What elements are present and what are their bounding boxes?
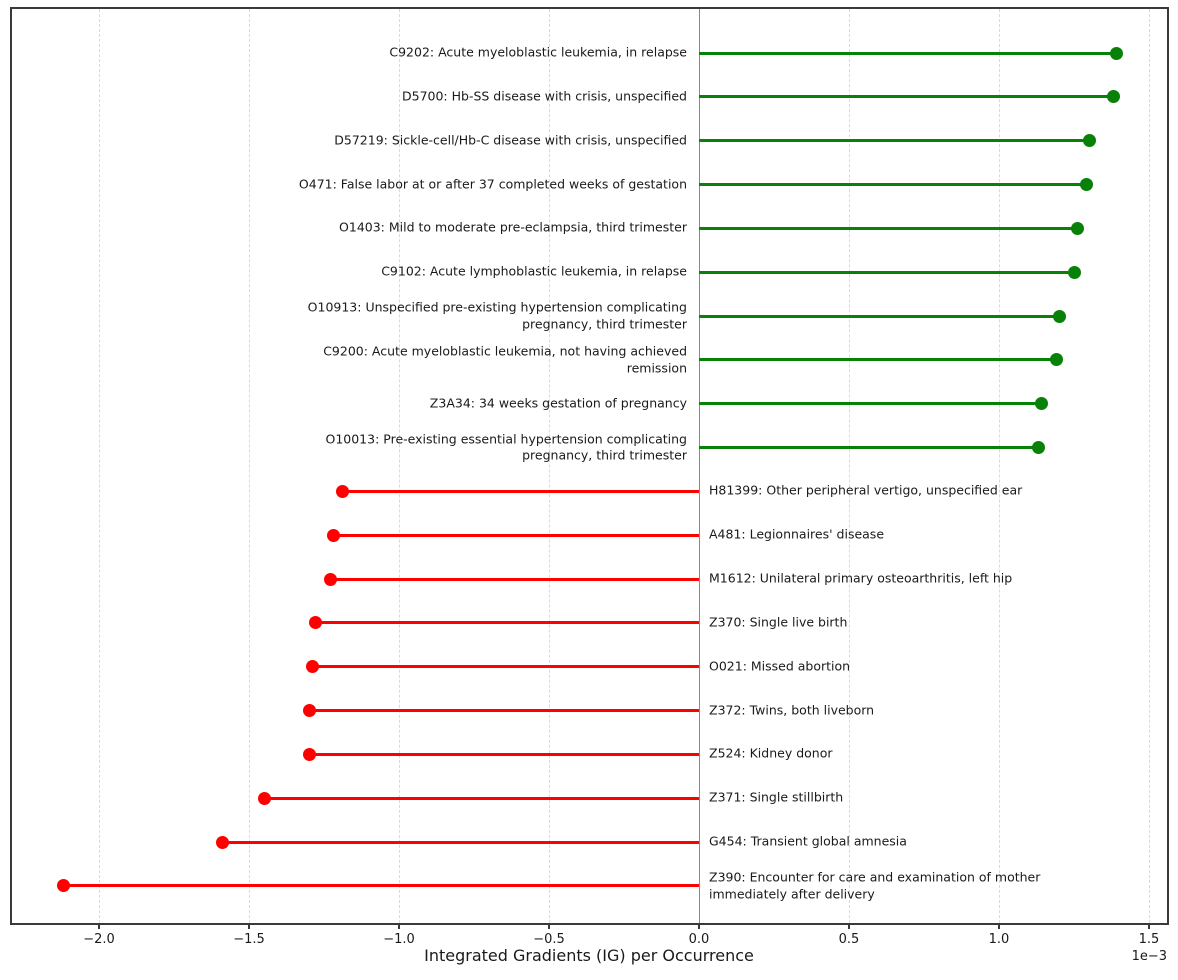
x-tick xyxy=(98,923,100,929)
zero-line xyxy=(699,9,700,923)
gridline xyxy=(999,9,1000,923)
data-point-marker xyxy=(1082,134,1096,148)
data-point-marker xyxy=(1031,441,1045,455)
item-label: G454: Transient global amnesia xyxy=(709,833,907,849)
stem xyxy=(699,95,1113,99)
data-point-marker xyxy=(305,660,319,674)
stem xyxy=(699,314,1059,318)
stem xyxy=(699,226,1077,230)
item-label: C9200: Acute myeloblastic leukemia, not … xyxy=(323,343,687,375)
data-point-marker xyxy=(1034,397,1048,411)
data-point-marker xyxy=(302,704,316,718)
stem xyxy=(699,270,1074,274)
stem xyxy=(264,796,699,800)
data-point-marker xyxy=(1070,221,1084,235)
x-tick xyxy=(698,923,700,929)
item-label: O1403: Mild to moderate pre-eclampsia, t… xyxy=(339,219,687,235)
stem xyxy=(699,51,1116,55)
item-label: Z371: Single stillbirth xyxy=(709,789,844,805)
item-label: Z372: Twins, both liveborn xyxy=(709,702,875,718)
item-label: O021: Missed abortion xyxy=(709,658,851,674)
stem xyxy=(63,884,699,888)
x-tick xyxy=(548,923,550,929)
stem xyxy=(342,489,699,493)
item-label: Z524: Kidney donor xyxy=(709,746,833,762)
data-point-marker xyxy=(326,528,340,542)
x-tick-label: 1.0 xyxy=(988,932,1010,947)
data-point-marker xyxy=(1067,265,1081,279)
item-label: M1612: Unilateral primary osteoarthritis… xyxy=(709,570,1013,586)
x-tick-label: 0.5 xyxy=(838,932,860,947)
data-point-marker xyxy=(257,791,271,805)
data-point-marker xyxy=(1109,46,1123,60)
x-tick-label: −1.5 xyxy=(233,932,265,947)
gridline xyxy=(249,9,250,923)
stem xyxy=(699,139,1089,143)
x-tick xyxy=(848,923,850,929)
item-label: O10013: Pre-existing essential hypertens… xyxy=(325,430,687,463)
item-label: C9202: Acute myeloblastic leukemia, in r… xyxy=(389,44,687,60)
item-label: D57219: Sickle-cell/Hb-C disease with cr… xyxy=(334,132,687,148)
stem xyxy=(699,183,1086,187)
item-label: A481: Legionnaires' disease xyxy=(709,526,885,542)
gridline xyxy=(549,9,550,923)
data-point-marker xyxy=(323,572,337,586)
stem xyxy=(309,752,699,756)
item-label: O471: False labor at or after 37 complet… xyxy=(298,176,687,192)
item-label: O10913: Unspecified pre-existing hyperte… xyxy=(307,299,687,332)
item-label: D5700: Hb-SS disease with crisis, unspec… xyxy=(401,88,687,104)
gridline xyxy=(399,9,400,923)
stem xyxy=(309,709,699,713)
stem xyxy=(315,621,699,625)
item-label: Z3A34: 34 weeks gestation of pregnancy xyxy=(429,395,687,411)
data-point-marker xyxy=(308,616,322,630)
item-label: Z390: Encounter for care and examination… xyxy=(709,869,1041,901)
item-label: C9102: Acute lymphoblastic leukemia, in … xyxy=(381,263,687,279)
data-point-marker xyxy=(215,835,229,849)
x-axis-label: Integrated Gradients (IG) per Occurrence xyxy=(424,946,754,965)
x-tick-label: −2.0 xyxy=(83,932,115,947)
data-point-marker xyxy=(1079,178,1093,192)
data-point-marker xyxy=(56,879,70,893)
x-tick-label: −1.0 xyxy=(383,932,415,947)
stem xyxy=(330,577,699,581)
data-point-marker xyxy=(1049,353,1063,367)
data-point-marker xyxy=(302,747,316,761)
plot-area: −2.0 −1.5 −1.0 −0.5 0.0 0.5 1.0 1.5 C9202: Acute… xyxy=(10,7,1169,947)
gridline xyxy=(99,9,100,923)
gridline xyxy=(849,9,850,923)
stem xyxy=(699,446,1038,450)
x-tick xyxy=(998,923,1000,929)
x-tick-label: −0.5 xyxy=(533,932,565,947)
stem xyxy=(333,533,699,537)
x-tick xyxy=(398,923,400,929)
data-point-marker xyxy=(1106,90,1120,104)
x-tick-label: 1.5 xyxy=(1138,932,1160,947)
stem xyxy=(222,840,699,844)
item-label: H81399: Other peripheral vertigo, unspec… xyxy=(709,483,1023,499)
stem xyxy=(699,358,1056,362)
stem xyxy=(312,665,699,669)
gridline xyxy=(1149,9,1150,923)
x-tick xyxy=(1148,923,1150,929)
data-point-marker xyxy=(335,484,349,498)
stem xyxy=(699,402,1041,406)
item-label: Z370: Single live birth xyxy=(709,614,848,630)
x-tick-label: 0.0 xyxy=(688,932,710,947)
x-axis-offset-label: 1e−3 xyxy=(1131,949,1167,964)
x-tick xyxy=(248,923,250,929)
data-point-marker xyxy=(1052,309,1066,323)
